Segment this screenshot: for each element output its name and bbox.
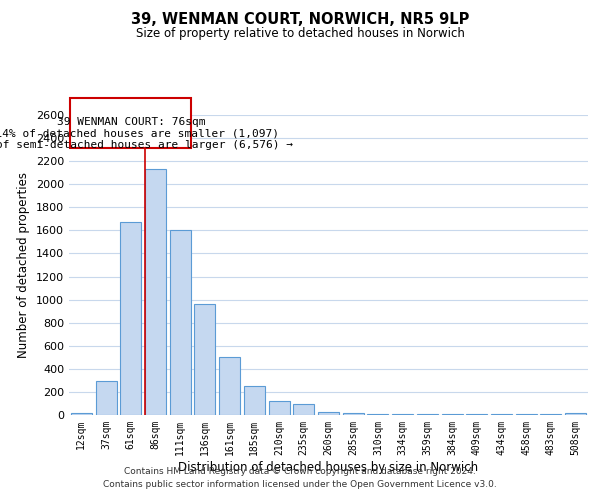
Bar (293, 404, 314, 415)
Text: Contains HM Land Registry data © Crown copyright and database right 2024.
Contai: Contains HM Land Registry data © Crown c… (103, 468, 497, 489)
Text: ← 14% of detached houses are smaller (1,097): ← 14% of detached houses are smaller (1,… (0, 129, 279, 139)
Bar (516, 414, 537, 415)
Y-axis label: Number of detached properties: Number of detached properties (17, 172, 31, 358)
Bar (343, 414, 364, 415)
Bar (244, 386, 265, 415)
Bar (392, 414, 413, 415)
Bar (95, 381, 116, 415)
Bar (71, 412, 92, 415)
Bar (442, 414, 463, 415)
Bar (170, 230, 191, 415)
Bar (70, 98, 191, 148)
Bar (367, 414, 388, 415)
Text: 39 WENMAN COURT: 76sqm: 39 WENMAN COURT: 76sqm (56, 118, 205, 128)
Bar (219, 356, 240, 415)
Bar (194, 304, 215, 415)
Text: 85% of semi-detached houses are larger (6,576) →: 85% of semi-detached houses are larger (… (0, 140, 293, 150)
Bar (565, 414, 586, 415)
Bar (417, 414, 438, 415)
X-axis label: Distribution of detached houses by size in Norwich: Distribution of detached houses by size … (178, 460, 479, 473)
Text: Size of property relative to detached houses in Norwich: Size of property relative to detached ho… (136, 28, 464, 40)
Bar (145, 169, 166, 415)
Bar (466, 414, 487, 415)
Bar (491, 414, 512, 415)
Bar (318, 412, 339, 415)
Bar (541, 414, 562, 415)
Bar (120, 222, 141, 415)
Bar (269, 401, 290, 415)
Text: 39, WENMAN COURT, NORWICH, NR5 9LP: 39, WENMAN COURT, NORWICH, NR5 9LP (131, 12, 469, 28)
